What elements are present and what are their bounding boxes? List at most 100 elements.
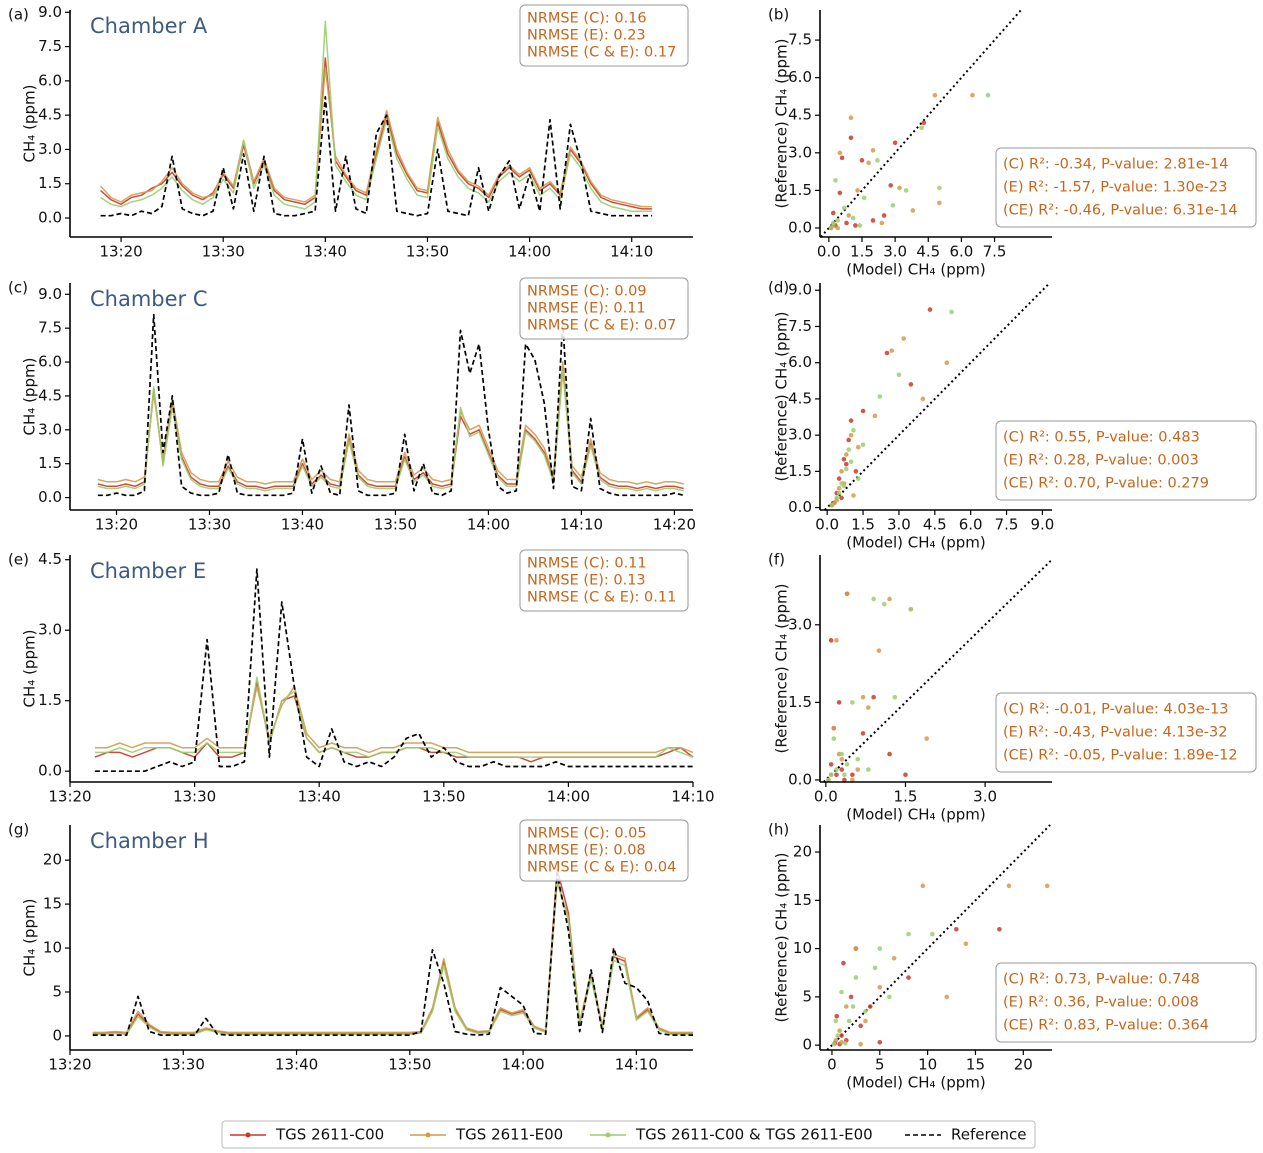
scatter-point — [833, 178, 838, 183]
line-panel: (c) Chamber C CH₄ (ppm) 0.0 1.5 3.0 4.5 6.0 7.5 9… — [8, 277, 696, 534]
scatter-point — [954, 926, 959, 932]
x-tick-label: 0.0 — [817, 243, 841, 261]
scatter-point — [908, 382, 914, 387]
scatter-point — [890, 203, 896, 208]
scatter-point — [851, 428, 856, 433]
scatter-panel: (h) (Reference) CH₄ (ppm) (Model) CH₄ (ppm… — [768, 821, 1257, 1092]
legend-label: Reference — [951, 1126, 1027, 1144]
y-tick-label: 6.0 — [38, 71, 62, 89]
x-tick-label: 5 — [875, 1056, 885, 1074]
y-tick-label: 9.0 — [38, 3, 62, 21]
y-tick-label: 0.0 — [788, 770, 812, 788]
panel-label: (c) — [8, 279, 28, 297]
scatter-point — [841, 960, 846, 966]
scatter-point — [836, 476, 842, 481]
scatter-point — [855, 756, 860, 762]
annotation: NRMSE (C & E): 0.07 — [527, 318, 676, 334]
series-line — [94, 676, 694, 758]
x-tick-label: 0 — [827, 1056, 837, 1074]
series-line — [92, 868, 693, 1035]
identity-line — [823, 558, 1053, 783]
annotation: NRMSE (C): 0.11 — [527, 556, 647, 572]
x-tick-label: 13:30 — [188, 516, 231, 534]
annotation: (E) R²: 0.36, P-value: 0.008 — [1003, 995, 1199, 1011]
scatter-point — [876, 648, 882, 653]
scatter-point — [861, 195, 867, 201]
y-tick-label: 20 — [43, 851, 62, 869]
scatter-point — [906, 931, 911, 937]
y-tick-label: 3.0 — [38, 621, 62, 639]
scatter-point — [831, 736, 837, 741]
x-tick-label: 14:00 — [547, 788, 590, 806]
scatter-point — [932, 92, 938, 98]
scatter-point — [844, 1004, 849, 1009]
x-tick-label: 14:10 — [610, 243, 653, 261]
annotation: (CE) R²: -0.46, P-value: 6.31e-14 — [1003, 203, 1238, 219]
y-tick-label: 1.5 — [38, 691, 62, 709]
annotation: NRMSE (E): 0.23 — [527, 28, 646, 44]
scatter-point — [910, 208, 916, 213]
scatter-point — [860, 408, 866, 414]
annotation-box — [995, 692, 1257, 773]
scatter-point — [828, 638, 834, 643]
annotation: NRMSE (E): 0.08 — [527, 843, 646, 859]
scatter-point — [871, 596, 876, 602]
annotation: NRMSE (E): 0.11 — [527, 301, 646, 317]
y-tick-label: 3.0 — [788, 426, 812, 444]
scatter-point — [892, 694, 898, 700]
y-tick-label: 4.5 — [38, 550, 62, 568]
scatter-point — [855, 767, 860, 772]
scatter-point — [837, 150, 843, 156]
x-tick-label: 20 — [1014, 1056, 1033, 1074]
line-panel: (a) Chamber A CH₄ (ppm) 0.0 1.5 3.0 4.5 6.0 7.5 9… — [8, 3, 693, 261]
scatter-point — [858, 1041, 863, 1047]
x-tick-label: 1.5 — [894, 788, 918, 806]
annotation: NRMSE (C & E): 0.17 — [527, 45, 676, 61]
y-tick-label: 7.5 — [788, 31, 812, 49]
scatter-point — [844, 762, 850, 767]
scatter-point — [855, 444, 861, 450]
scatter-point — [872, 413, 878, 419]
y-tick-label: 10 — [43, 939, 62, 957]
annotation-box — [995, 147, 1257, 228]
scatter-point — [866, 705, 871, 710]
scatter-point — [871, 694, 876, 700]
scatter-point — [834, 638, 839, 643]
legend-marker — [425, 1132, 431, 1138]
scatter-point — [872, 965, 878, 971]
annotation-box — [519, 277, 689, 340]
scatter-point — [906, 975, 911, 980]
y-tick-label: 4.5 — [38, 386, 62, 404]
y-tick-label: 20 — [793, 843, 812, 861]
scatter-point — [842, 772, 847, 778]
legend-marker — [245, 1132, 251, 1138]
x-tick-label: 3.0 — [973, 788, 997, 806]
series-line — [92, 881, 693, 1034]
y-tick-label: 0.0 — [788, 218, 812, 236]
line-panel: (g) Chamber H CH₄ (ppm) 0 5 10 15 20 13:20 13:30 1… — [8, 819, 693, 1074]
x-tick-label: 13:30 — [202, 243, 245, 261]
scatter-point — [855, 476, 861, 481]
scatter-point — [887, 994, 892, 1000]
annotation: NRMSE (C & E): 0.04 — [527, 860, 676, 876]
scatter-point — [853, 975, 859, 980]
x-tick-label: 0.0 — [815, 516, 839, 534]
y-tick-label: 3.0 — [788, 615, 812, 633]
series-line — [94, 685, 694, 754]
y-tick-label: 1.5 — [788, 693, 812, 711]
scatter-point — [850, 215, 856, 221]
scatter-point — [848, 459, 854, 465]
scatter-point — [877, 1039, 883, 1045]
x-tick-label: 6.0 — [949, 243, 973, 261]
series-line — [97, 370, 684, 492]
scatter-point — [944, 360, 950, 365]
y-tick-label: 1.5 — [38, 174, 62, 192]
scatter-panel: (f) (Reference) CH₄ (ppm) (Model) CH₄ (ppm… — [768, 551, 1257, 824]
series-line — [97, 313, 684, 497]
scatter-point — [887, 596, 892, 602]
x-tick-label: 14:10 — [560, 516, 603, 534]
scatter-point — [850, 777, 855, 783]
x-tick-label: 14:00 — [467, 516, 510, 534]
scatter-point — [867, 1004, 873, 1009]
